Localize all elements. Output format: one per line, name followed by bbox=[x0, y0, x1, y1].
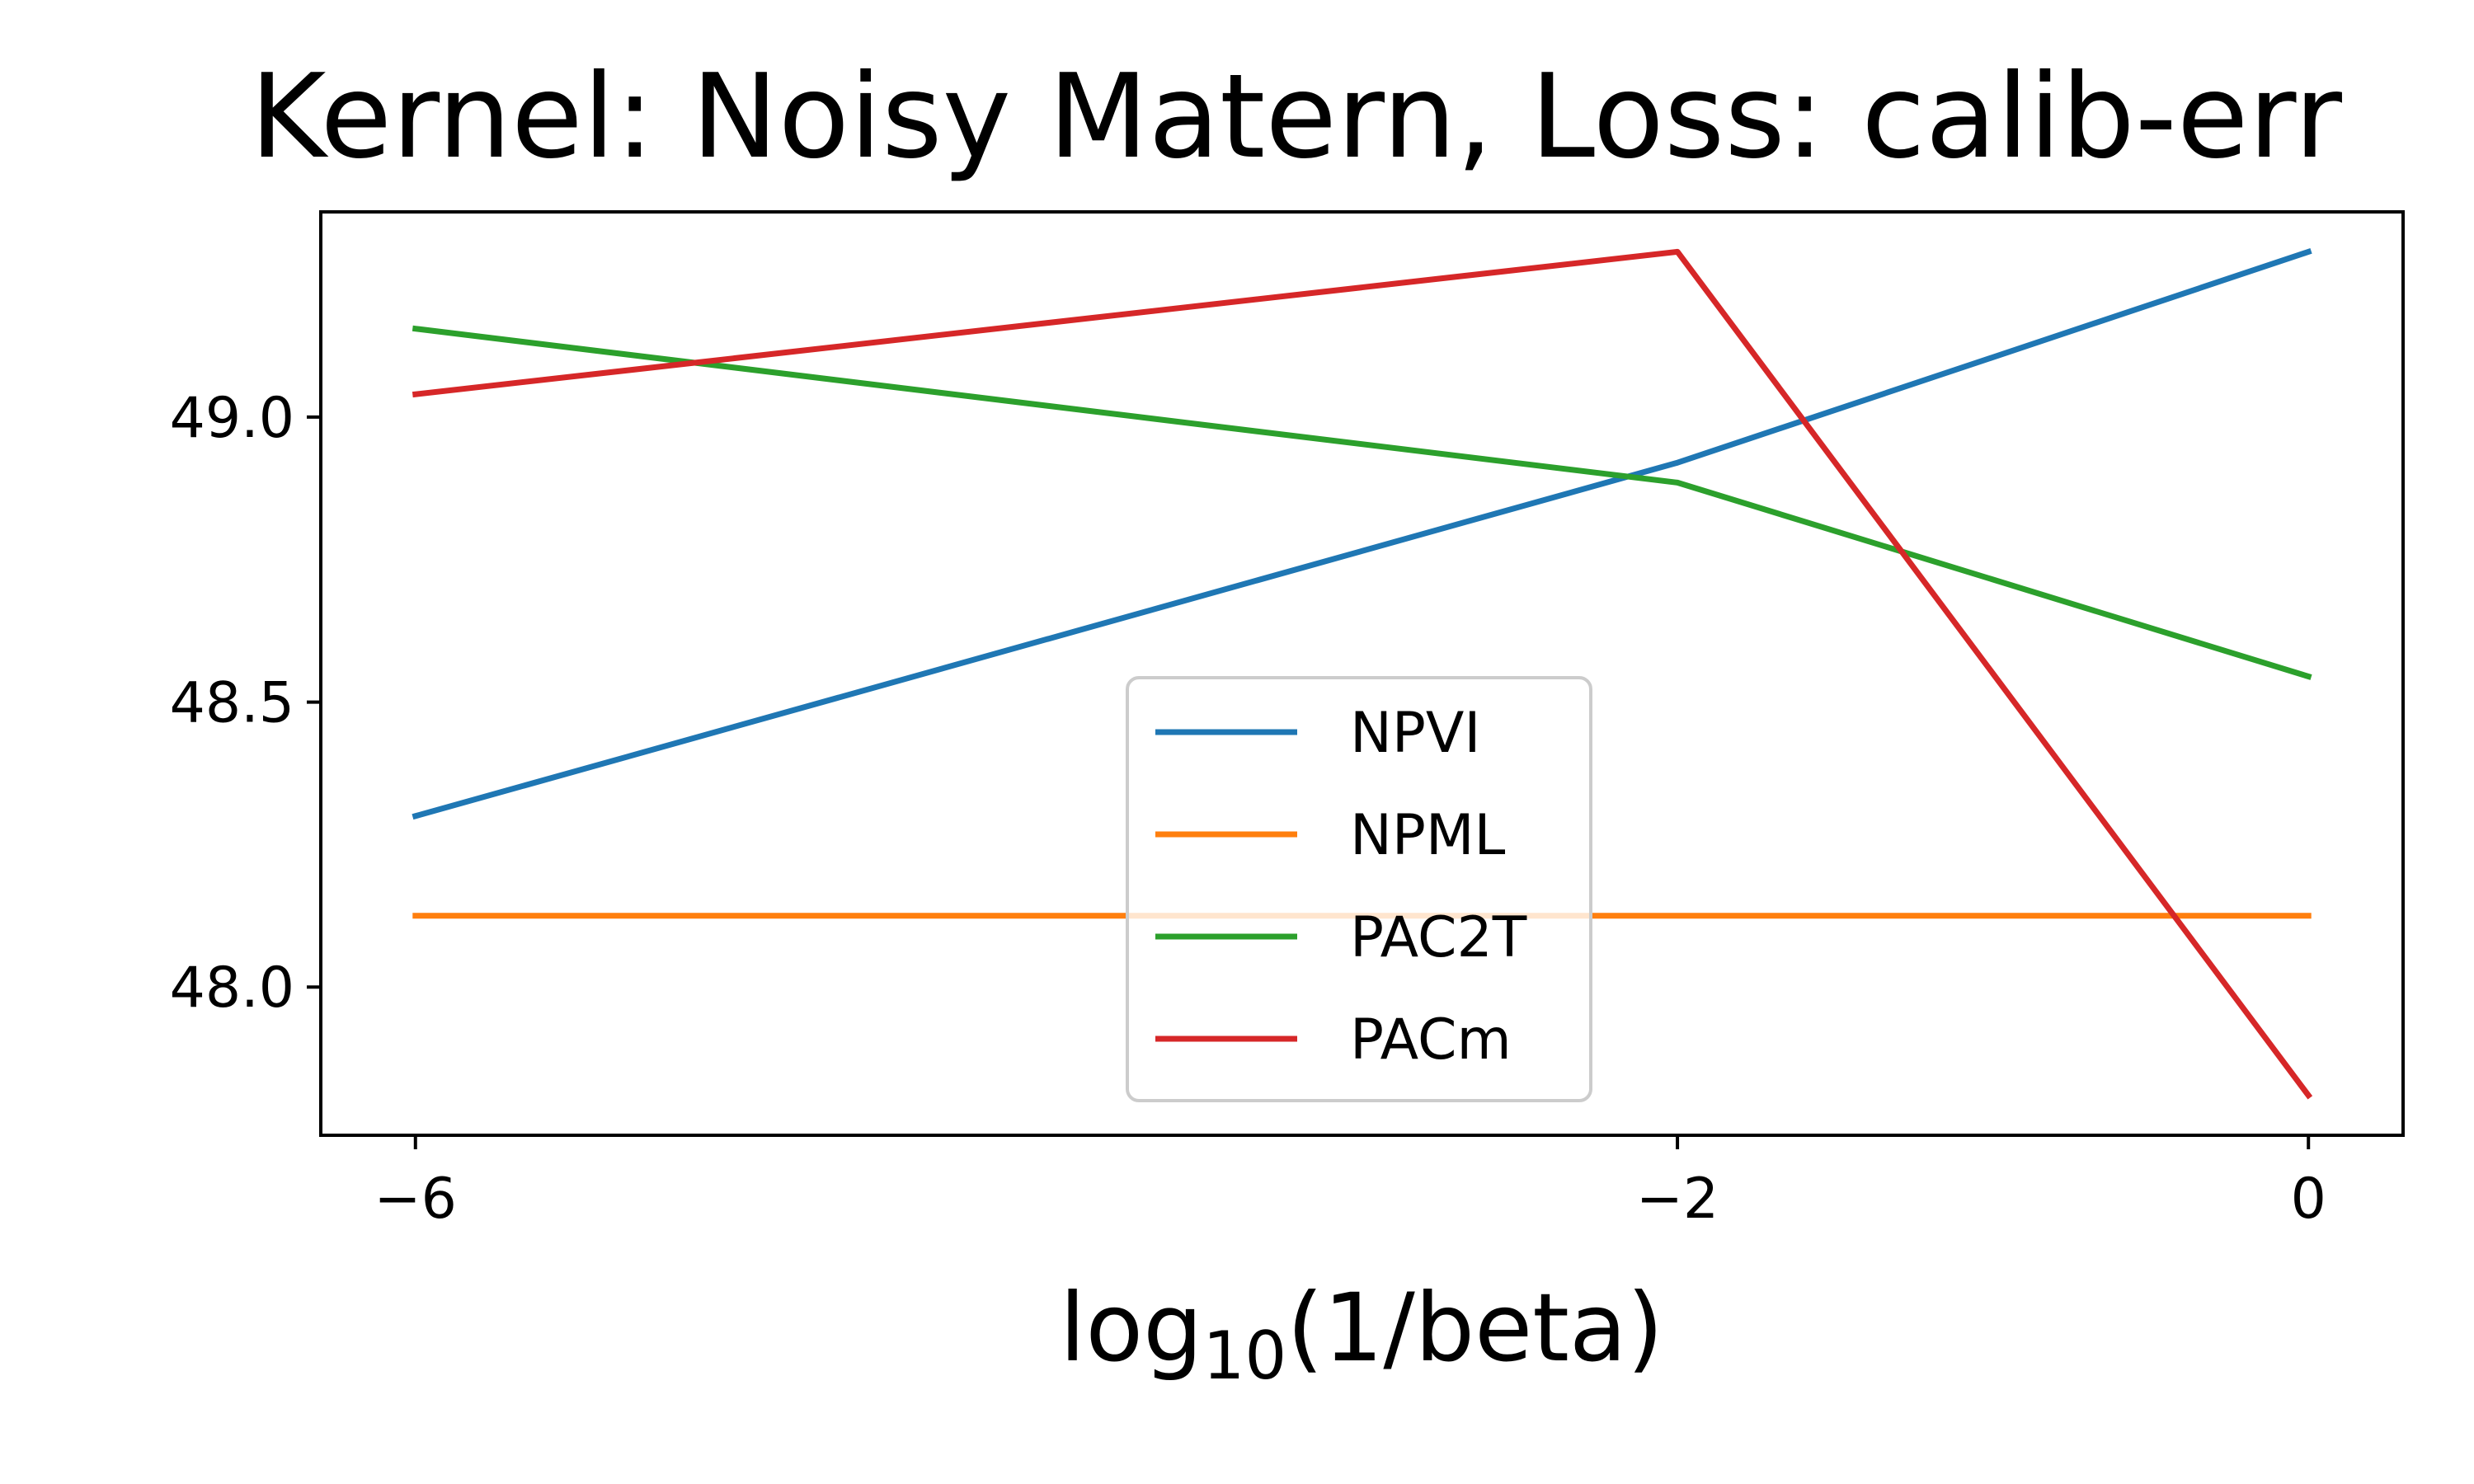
series-line-pac2t bbox=[412, 325, 2312, 680]
y-axis: 48.0 48.5 49.0 bbox=[170, 386, 321, 1021]
x-axis-label: log10(1/beta) bbox=[1060, 1273, 1664, 1394]
series-line-pacm bbox=[412, 248, 2313, 1100]
y-tick-label: 48.0 bbox=[170, 956, 294, 1021]
plot-area bbox=[319, 210, 2405, 1137]
x-tick-label: −2 bbox=[1636, 1167, 1719, 1232]
series-layer bbox=[412, 247, 2313, 1100]
x-tick-label: 0 bbox=[2291, 1167, 2326, 1232]
y-tick-label: 49.0 bbox=[170, 386, 294, 451]
legend: NPVI NPML PAC2T PACm bbox=[1126, 676, 1592, 1102]
x-tick-label: −6 bbox=[374, 1167, 457, 1232]
legend-label-pacm: PACm bbox=[1350, 1007, 1512, 1073]
legend-label-pac2t: PAC2T bbox=[1350, 905, 1527, 970]
legend-label-npvi: NPVI bbox=[1350, 701, 1480, 766]
legend-label-npml: NPML bbox=[1350, 803, 1506, 868]
x-axis-label-subscript: 10 bbox=[1203, 1317, 1287, 1394]
y-tick-label: 48.5 bbox=[170, 671, 294, 736]
legend-entries: NPVI NPML PAC2T PACm bbox=[1155, 701, 1527, 1073]
series-line-npvi bbox=[412, 247, 2312, 820]
x-axis: −6 −2 0 bbox=[374, 1135, 2326, 1232]
legend-box bbox=[1126, 676, 1592, 1102]
axes-frame bbox=[319, 210, 2405, 1137]
x-axis-label-base: log bbox=[1060, 1273, 1203, 1383]
chart-title: Kernel: Noisy Matern, Loss: calib-err bbox=[250, 49, 2342, 185]
x-axis-label-rest: (1/beta) bbox=[1286, 1273, 1663, 1383]
